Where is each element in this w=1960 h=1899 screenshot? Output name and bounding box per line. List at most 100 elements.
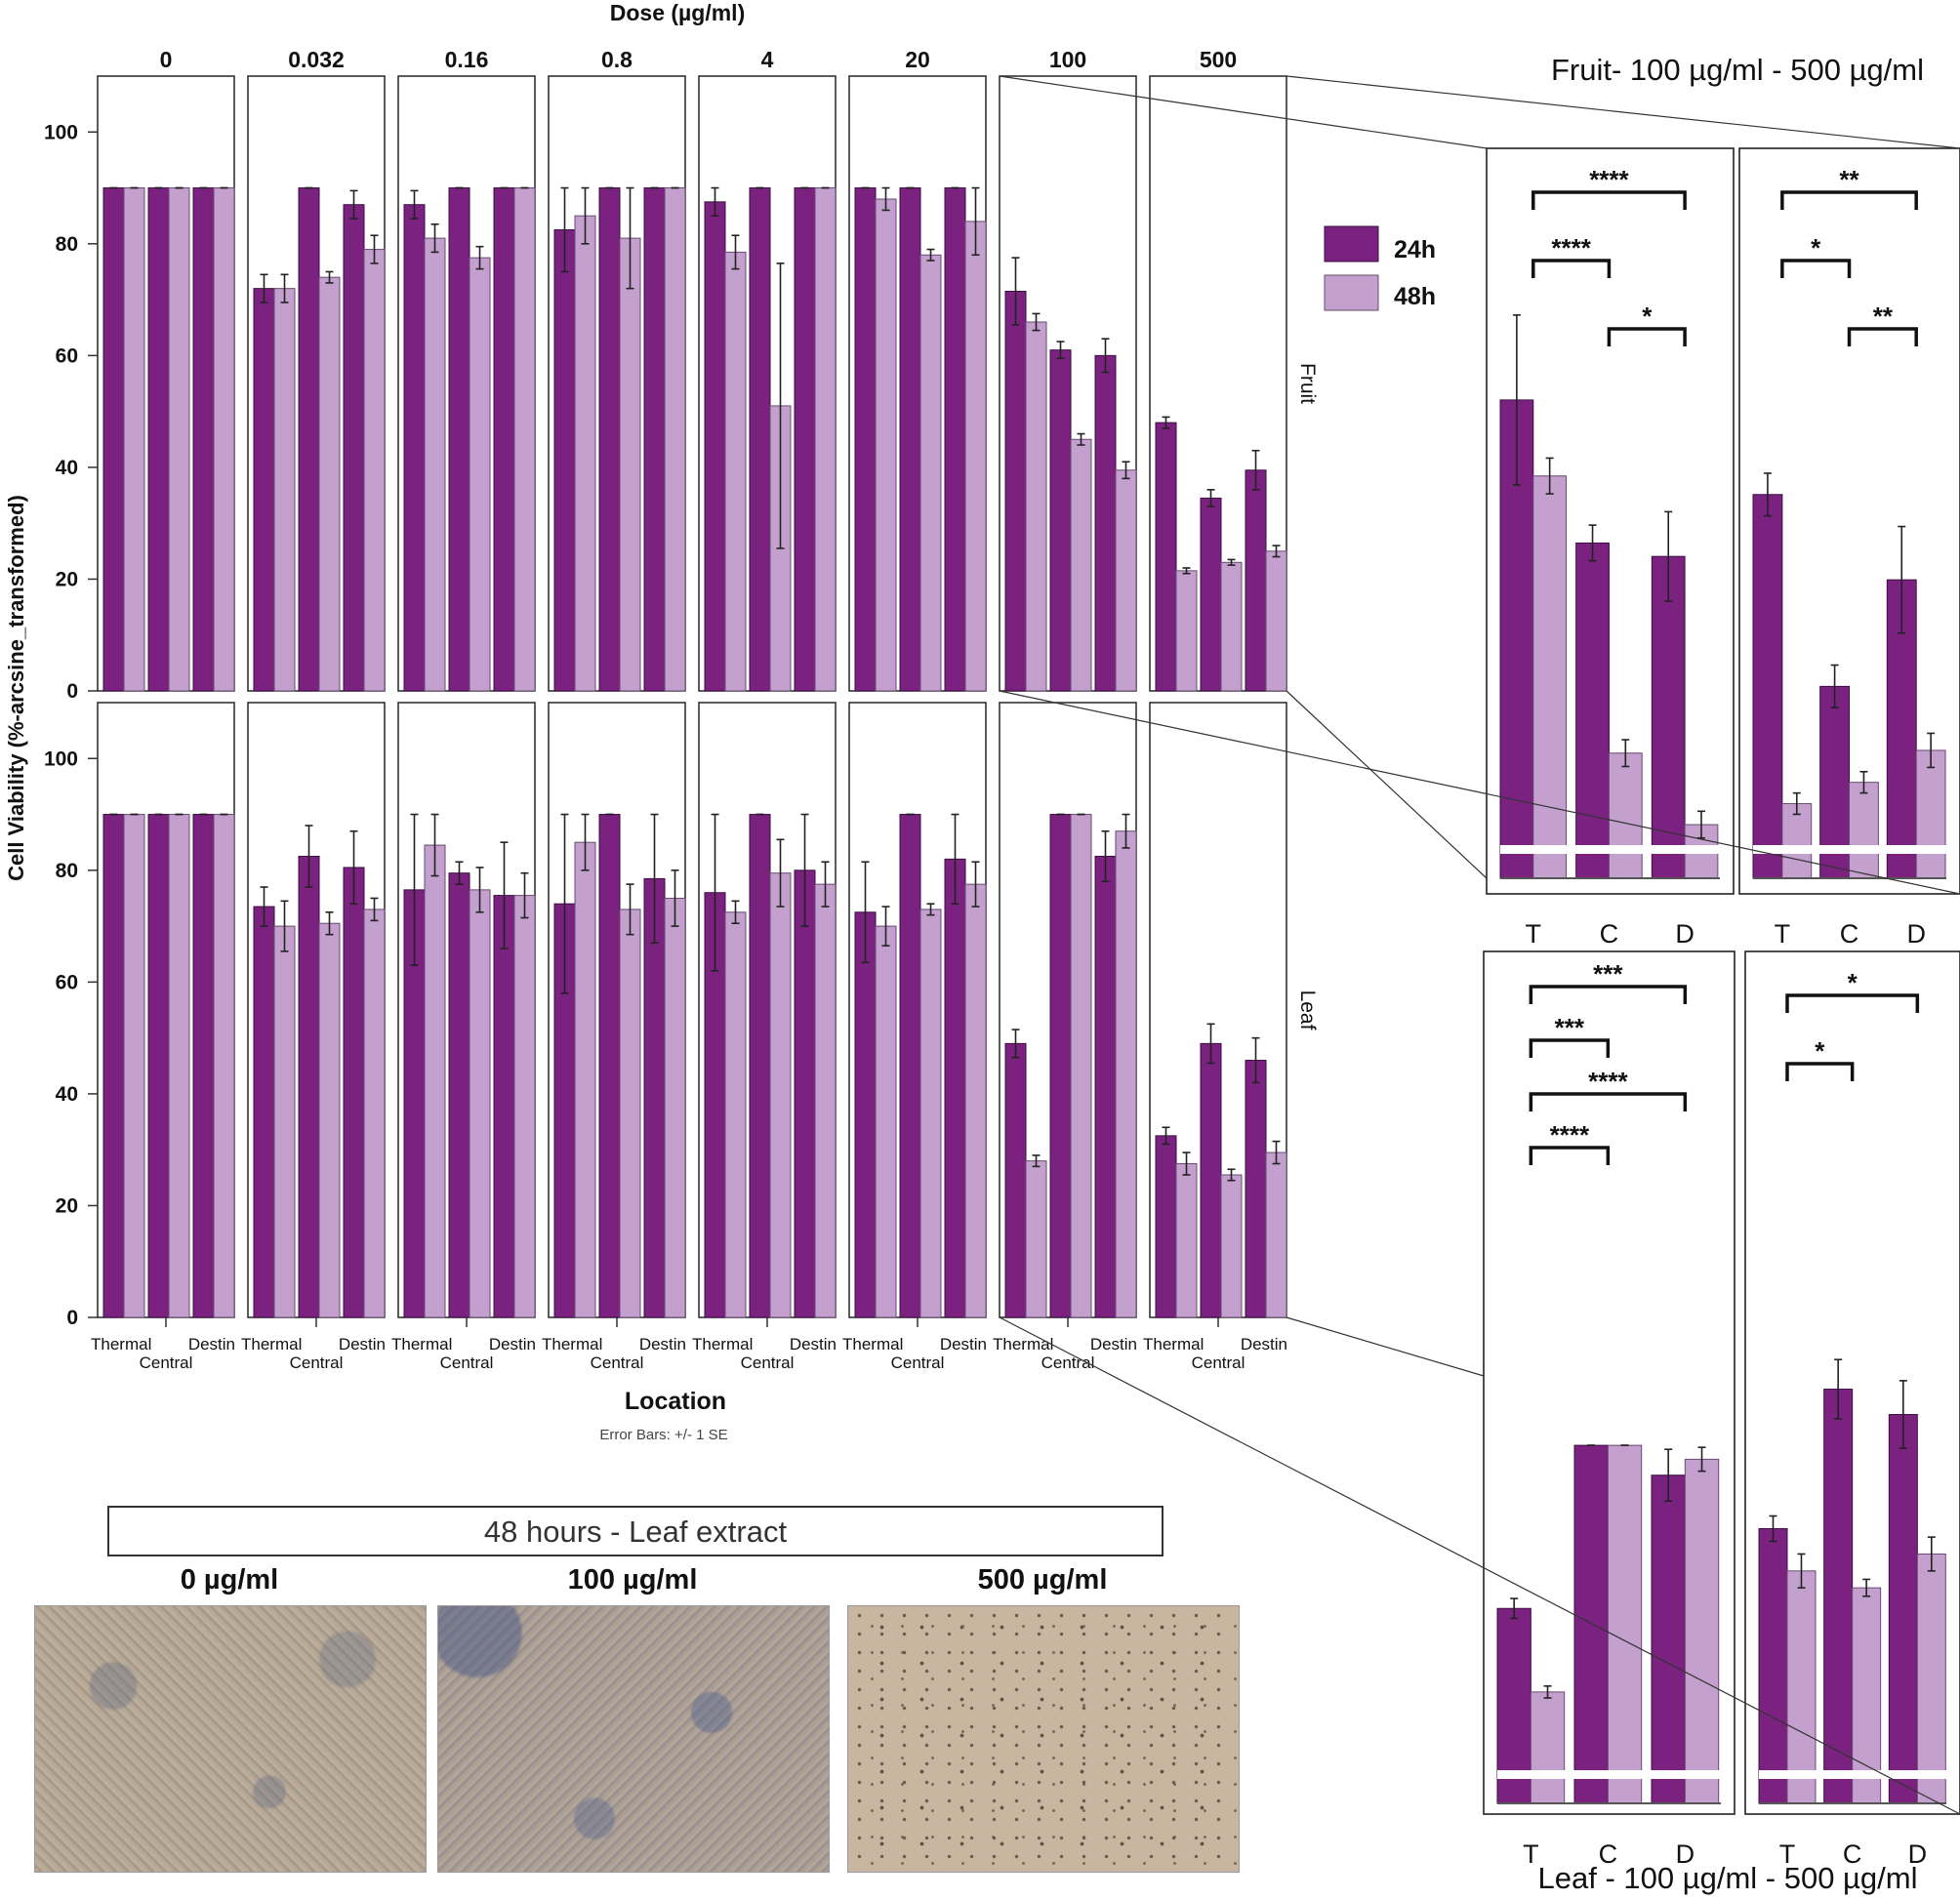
bar-48h-fruit-0-1 (168, 187, 190, 692)
bar-48h-leaf-0.16-0 (424, 844, 446, 1318)
bar-24h-fruit-100-1 (1049, 349, 1072, 692)
bar-24h-fruit-100-0 (1004, 291, 1027, 692)
bar-48h-fruit-100-1 (1070, 438, 1092, 692)
dose-label-6: 100 (1049, 47, 1086, 72)
bar-48h-fruit-20-0 (875, 198, 897, 692)
sig-label-fruit-100-0: **** (1589, 165, 1629, 194)
dose-label-4: 4 (761, 47, 774, 72)
y-tick-fruit-5: 100 (44, 121, 78, 143)
sig-label-fruit-500-0: ** (1839, 165, 1859, 194)
bar-24h-fruit-0-0 (102, 187, 125, 692)
bar-48h-fruit-500-0 (1175, 570, 1198, 692)
bar-48h-leaf-20-0 (875, 925, 897, 1318)
bar-48h-fruit-0.8-2 (664, 187, 686, 692)
bar-48h-leaf-100-1 (1070, 814, 1092, 1318)
x-label-destin-4: Destin (790, 1335, 837, 1354)
bar-24h-leaf-0.16-1 (448, 872, 470, 1318)
bar-48h-leaf-0-2 (213, 814, 235, 1318)
x-label-central-4: Central (741, 1354, 795, 1372)
bar-24h-leaf-0.032-1 (298, 856, 320, 1318)
bar-24h-leaf-0.8-2 (643, 877, 666, 1318)
bar-24h-leaf-0.8-1 (598, 814, 621, 1318)
x-label-central-6: Central (1041, 1354, 1095, 1372)
zoom-bar-24h-leaf-100-1 (1573, 1444, 1609, 1804)
bar-24h-leaf-0.16-2 (493, 895, 515, 1318)
x-label-destin-3: Destin (639, 1335, 686, 1354)
zoom-connector-2 (999, 690, 1960, 895)
bar-24h-fruit-4-1 (749, 187, 771, 692)
y-tick-leaf-5: 100 (44, 747, 78, 770)
dose-label-0: 0 (160, 47, 173, 72)
sig-label-leaf-100-3: **** (1550, 1120, 1590, 1150)
bar-48h-leaf-0.8-2 (664, 897, 686, 1318)
bar-48h-leaf-0.8-0 (574, 841, 596, 1318)
bar-24h-leaf-500-1 (1200, 1042, 1222, 1318)
sig-label-fruit-100-2: * (1642, 302, 1653, 331)
x-label-central-5: Central (891, 1354, 945, 1372)
bar-48h-leaf-0-0 (123, 814, 145, 1318)
x-label-thermal-3: Thermal (542, 1335, 602, 1354)
micrograph-image-100 (437, 1605, 830, 1873)
zoom-xlabel-leaf-100-1: C (1599, 1839, 1618, 1869)
bar-24h-leaf-20-1 (899, 814, 921, 1318)
sig-bracket-leaf-100-3 (1529, 1146, 1611, 1165)
bar-48h-fruit-0.032-0 (273, 288, 296, 692)
y-tick-fruit-1: 20 (56, 568, 78, 590)
zoom-bar-24h-fruit-100-1 (1575, 542, 1610, 879)
x-label-central-2: Central (440, 1354, 494, 1372)
zoom-bar-24h-leaf-500-2 (1888, 1414, 1918, 1804)
bar-24h-leaf-20-0 (854, 911, 877, 1318)
zoom-xlabel-fruit-500-1: C (1840, 919, 1859, 949)
bar-48h-leaf-500-1 (1220, 1174, 1243, 1318)
x-label-thermal-6: Thermal (993, 1335, 1053, 1354)
bar-48h-fruit-500-1 (1220, 561, 1243, 692)
sig-bracket-fruit-500-2 (1847, 327, 1918, 346)
bar-24h-leaf-4-2 (794, 869, 816, 1318)
bar-48h-fruit-0.8-0 (574, 215, 596, 692)
micrograph-label-0: 0 µg/ml (180, 1564, 279, 1596)
zoom-bar-48h-leaf-500-0 (1786, 1570, 1817, 1804)
micrograph-image-0 (34, 1605, 427, 1873)
bar-24h-leaf-100-2 (1094, 856, 1117, 1318)
sig-bracket-fruit-500-0 (1780, 190, 1918, 210)
zoom-panel-fruit-500 (1738, 147, 1960, 895)
bar-24h-fruit-0.8-0 (553, 229, 576, 692)
zoom-bar-48h-fruit-100-1 (1608, 752, 1643, 879)
zoom-bar-48h-leaf-100-2 (1684, 1458, 1720, 1804)
zoom-fruit-title: Fruit- 100 µg/ml - 500 µg/ml (1551, 53, 1924, 87)
zoom-connector-3 (1286, 690, 1488, 879)
bar-48h-fruit-20-2 (964, 221, 987, 692)
zoom-xlabel-fruit-100-2: D (1675, 919, 1695, 949)
sig-bracket-leaf-100-0 (1529, 985, 1688, 1004)
sig-bracket-fruit-100-0 (1531, 190, 1687, 210)
bar-24h-fruit-100-2 (1094, 354, 1117, 692)
legend-label-48h: 48h (1394, 283, 1436, 310)
bar-48h-leaf-4-0 (724, 911, 747, 1318)
dose-axis-title: Dose (µg/ml) (610, 0, 745, 25)
sig-label-leaf-100-0: *** (1593, 959, 1623, 989)
bar-48h-fruit-0.16-0 (424, 237, 446, 692)
sig-bracket-fruit-100-1 (1531, 259, 1612, 278)
bar-24h-leaf-500-2 (1245, 1060, 1267, 1318)
bar-24h-fruit-20-0 (854, 187, 877, 692)
bar-24h-leaf-0-0 (102, 814, 125, 1318)
dose-label-5: 20 (905, 47, 930, 72)
zoom-connector-4 (999, 1316, 1960, 1815)
x-label-thermal-7: Thermal (1143, 1335, 1204, 1354)
bar-24h-fruit-0.032-2 (343, 204, 365, 692)
zoom-axis-break-fruit-500 (1753, 845, 1946, 854)
zoom-bar-48h-leaf-100-0 (1530, 1691, 1566, 1804)
sig-bracket-leaf-500-0 (1785, 993, 1920, 1013)
bar-24h-leaf-0.032-2 (343, 867, 365, 1318)
zoom-axis-break-leaf-500 (1759, 1770, 1946, 1779)
y-tick-leaf-0: 0 (66, 1307, 78, 1329)
zoom-xlabel-fruit-100-0: T (1526, 919, 1542, 949)
y-tick-fruit-4: 80 (56, 233, 78, 256)
sig-bracket-leaf-100-1 (1529, 1038, 1611, 1058)
bar-48h-leaf-0.032-1 (318, 922, 341, 1318)
bar-48h-leaf-100-2 (1115, 830, 1137, 1318)
bar-48h-leaf-0.16-2 (513, 895, 536, 1318)
error-bar-note: Error Bars: +/- 1 SE (599, 1427, 727, 1443)
zoom-xlabel-fruit-500-2: D (1906, 919, 1926, 949)
